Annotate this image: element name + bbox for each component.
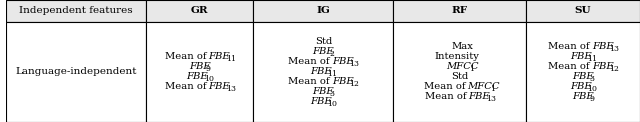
Text: FBE: FBE [310,97,332,107]
Text: FBE: FBE [572,72,594,81]
Text: IG: IG [316,6,330,15]
Text: Language-independent: Language-independent [15,67,137,76]
Text: 9: 9 [206,65,211,73]
Text: MFCC: MFCC [468,82,500,92]
Text: 10: 10 [204,75,214,83]
Bar [146,0,253,22]
Text: FBE: FBE [332,57,354,66]
Text: Max: Max [451,42,473,51]
Text: 10: 10 [588,85,597,93]
Text: 2: 2 [330,50,335,58]
Text: Mean of: Mean of [425,92,470,102]
Text: MFCC: MFCC [445,62,478,71]
Bar [146,22,253,122]
Text: FBE: FBE [209,52,230,61]
Text: 12: 12 [609,65,619,73]
Text: FBE: FBE [312,87,334,97]
Text: Std: Std [451,72,468,81]
Text: 9: 9 [589,95,595,103]
Text: FBE: FBE [312,47,334,56]
Text: 11: 11 [588,55,597,63]
Text: Independent features: Independent features [19,6,132,15]
Bar [6,0,146,22]
Bar [253,0,393,22]
Text: FBE: FBE [570,82,592,92]
Bar [526,22,640,122]
Text: Mean of: Mean of [165,82,210,92]
Bar [393,22,526,122]
Text: Std: Std [315,37,332,46]
Text: 3: 3 [330,90,335,98]
Text: 11: 11 [328,70,337,78]
Bar [253,22,393,122]
Text: 12: 12 [349,80,359,88]
Text: RF: RF [451,6,467,15]
Text: FBE: FBE [187,72,208,81]
Text: 1: 1 [490,85,495,93]
Text: 13: 13 [226,85,236,93]
Text: FBE: FBE [310,67,332,76]
Bar [393,0,526,22]
Text: FBE: FBE [209,82,230,92]
Text: 1: 1 [468,65,474,73]
Text: Mean of: Mean of [424,82,468,92]
Text: FBE: FBE [332,77,354,86]
Text: 11: 11 [226,55,236,63]
Text: 13: 13 [609,45,619,53]
Text: FBE: FBE [592,42,614,51]
Text: 10: 10 [328,100,337,108]
Text: Mean of: Mean of [548,62,593,71]
Text: Intensity: Intensity [435,52,480,61]
Text: 13: 13 [349,60,359,68]
Text: FBE: FBE [572,92,594,102]
Text: SU: SU [575,6,591,15]
Text: FBE: FBE [189,62,211,71]
Text: GR: GR [191,6,208,15]
Text: FBE: FBE [468,92,490,102]
Text: Mean of: Mean of [165,52,210,61]
Text: Mean of: Mean of [289,57,333,66]
Bar [526,0,640,22]
Text: Mean of: Mean of [548,42,593,51]
Text: FBE: FBE [570,52,592,61]
Text: 13: 13 [486,95,495,103]
Text: Mean of: Mean of [289,77,333,86]
Text: FBE: FBE [592,62,614,71]
Bar [6,22,146,122]
Text: 3: 3 [589,75,595,83]
